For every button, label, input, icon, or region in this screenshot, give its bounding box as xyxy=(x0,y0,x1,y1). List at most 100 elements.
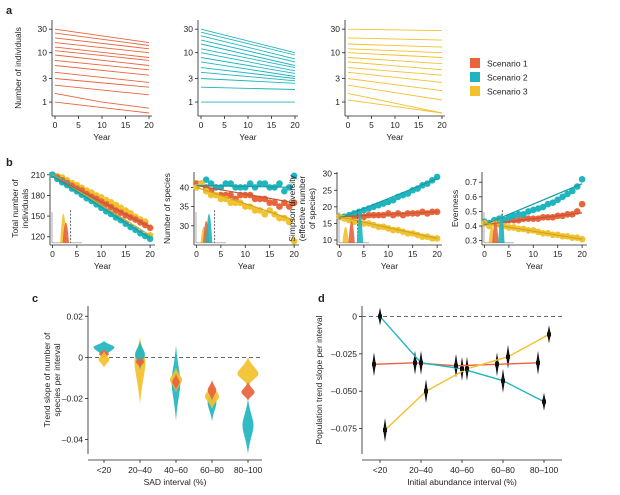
d-data-marker xyxy=(454,363,458,368)
d-data-marker xyxy=(460,366,464,371)
a2-trajectory-line xyxy=(200,48,296,69)
b1-y-tick-label: 120 xyxy=(31,232,45,242)
a1-y-tick-label: 30 xyxy=(38,24,48,34)
b3-fit-line xyxy=(339,178,438,220)
panel-letter-a: a xyxy=(6,5,13,17)
a1-trajectory-line xyxy=(54,42,150,54)
b3-x-axis-label: Year xyxy=(381,261,398,271)
b2-data-point xyxy=(202,176,210,183)
a3-trajectory-line xyxy=(347,61,443,71)
c-x-tick-label: 40–60 xyxy=(164,465,188,475)
b3-y-tick-label: 25 xyxy=(323,185,333,195)
legend-swatch-scenario-2 xyxy=(470,72,480,82)
a1-trajectory-line xyxy=(54,46,150,58)
b1-x-tick-label: 10 xyxy=(97,249,107,259)
a2-trajectory-line xyxy=(200,35,296,60)
d-x-tick-label: 40–60 xyxy=(450,465,474,475)
b2-data-point xyxy=(246,180,254,187)
c-y-tick-label: –0.04 xyxy=(62,435,84,445)
b3-inset-distribution-peak xyxy=(348,220,355,243)
b3-data-point xyxy=(389,196,397,204)
b2-fit-line xyxy=(196,184,295,188)
b1-data-point xyxy=(117,204,125,212)
b2-data-point xyxy=(256,180,264,187)
a3-trajectory-line xyxy=(347,48,443,54)
b2-x-axis-label: Year xyxy=(238,261,255,271)
panel-letter-d: d xyxy=(318,293,325,305)
b2-y-tick-label: 35 xyxy=(180,202,190,212)
b2-data-point xyxy=(227,191,234,199)
a1-trajectory-line xyxy=(54,59,150,71)
b2-data-point xyxy=(276,180,283,187)
b3-inset-distribution-peak xyxy=(342,226,349,243)
b2-data-point xyxy=(241,184,249,191)
b3-x-tick-label: 20 xyxy=(432,249,442,259)
b2-data-point xyxy=(261,180,269,187)
b3-x-tick-label: 5 xyxy=(361,249,366,259)
legend-label-scenario-1: Scenario 1 xyxy=(487,59,528,69)
b1-y-axis-label-line: Total number of xyxy=(10,179,20,238)
a3-x-axis-label: Year xyxy=(386,132,403,142)
a2-x-tick-label: 15 xyxy=(267,120,277,130)
b2-inset-distribution-peak xyxy=(205,213,213,243)
d-data-marker xyxy=(419,360,423,365)
a2-x-axis-label: Year xyxy=(239,132,256,142)
b4-y-tick-label: 0.6 xyxy=(465,192,477,202)
b4-data-point xyxy=(549,199,557,206)
b4-x-axis-label: Year xyxy=(526,261,543,271)
b2-x-tick-label: 5 xyxy=(218,249,223,259)
b1-data-point xyxy=(137,229,144,237)
d-data-marker xyxy=(536,360,540,365)
d-data-marker xyxy=(383,428,387,433)
b2-y-tick-label: 40 xyxy=(180,182,190,192)
b2-data-point xyxy=(251,195,259,203)
b3-fit-line xyxy=(339,211,438,218)
a3-trajectory-line xyxy=(347,28,443,32)
b1-fit-line xyxy=(52,175,151,228)
panel-letter-c: c xyxy=(32,293,38,305)
b4-x-tick-label: 20 xyxy=(577,249,587,259)
b4-y-axis-label: Evenness xyxy=(450,190,460,227)
a1-y-axis-label: Number of individuals xyxy=(13,27,23,109)
d-data-marker xyxy=(413,360,417,365)
b1-y-tick-label: 180 xyxy=(31,190,45,200)
c-x-tick-label: 20–40 xyxy=(128,465,152,475)
c-violin xyxy=(237,357,259,387)
b1-fit-line xyxy=(52,175,151,239)
b4-data-point xyxy=(539,203,547,211)
b2-data-point xyxy=(261,210,269,218)
d-data-marker xyxy=(378,314,382,319)
b4-data-point xyxy=(569,187,576,195)
a1-trajectory-line xyxy=(54,37,150,50)
b1-y-tick-label: 150 xyxy=(31,211,45,221)
b2-data-point xyxy=(271,199,278,207)
a3-y-tick-label: 3 xyxy=(335,74,340,84)
d-data-marker xyxy=(424,389,428,394)
b3-y-tick-label: 30 xyxy=(323,169,333,179)
panel-letter-b: b xyxy=(6,157,13,169)
a1-x-axis-label: Year xyxy=(93,132,110,142)
d-data-marker xyxy=(547,332,551,337)
b2-data-point xyxy=(290,172,298,180)
d-data-marker xyxy=(506,354,510,359)
b2-data-point xyxy=(276,203,283,210)
b4-y-tick-label: 0.7 xyxy=(465,177,477,187)
d-data-marker xyxy=(495,362,499,367)
d-y-tick-label: –0.050 xyxy=(331,386,357,396)
b3-x-tick-label: 10 xyxy=(384,249,394,259)
d-x-tick-label: 20–40 xyxy=(409,465,433,475)
a3-y-tick-label: 30 xyxy=(331,24,341,34)
b3-data-point xyxy=(404,190,412,197)
c-x-tick-label: 80–100 xyxy=(234,465,263,475)
b4-data-point xyxy=(578,176,586,183)
d-x-tick-label: 60–80 xyxy=(491,465,515,475)
a1-trajectory-line xyxy=(54,71,150,83)
b1-data-point xyxy=(127,223,134,231)
a2-y-tick-label: 10 xyxy=(184,48,194,58)
a2-trajectory-line xyxy=(200,61,296,77)
b4-y-tick-label: 0.4 xyxy=(465,221,477,231)
b3-y-axis-label-line: Simpson diversity xyxy=(287,174,297,241)
a2-x-tick-label: 5 xyxy=(222,120,227,130)
